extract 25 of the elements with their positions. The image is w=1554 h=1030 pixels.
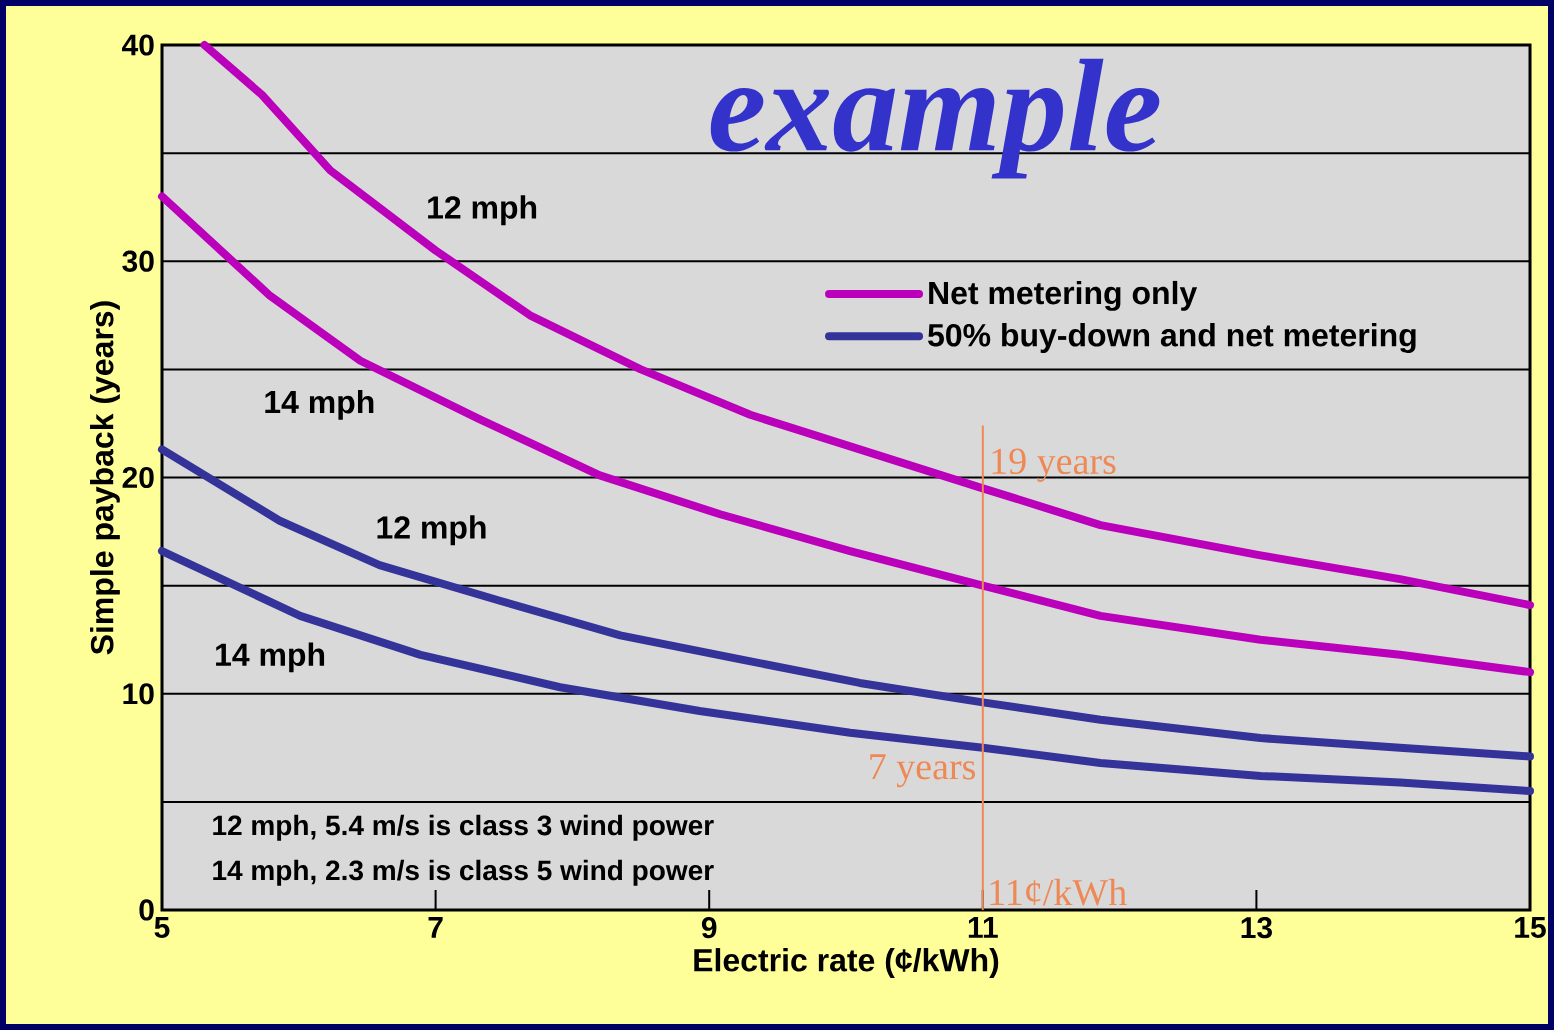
x-tick-label: 13 — [1241, 917, 1272, 939]
y-tick-label: 40 — [122, 34, 154, 56]
x-tick-label: 11 — [968, 917, 998, 938]
annotation: 7 years — [870, 754, 976, 788]
annotation: example — [710, 58, 1160, 179]
y-axis-title: Simple payback (years) — [90, 301, 120, 655]
x-tick-label: 7 — [428, 917, 443, 938]
annotation: 14 mph — [265, 389, 374, 420]
legend-label: Net metering only — [929, 280, 1198, 311]
x-tick-label: 15 — [1515, 917, 1546, 938]
annotation: 14 mph, 2.3 m/s is class 5 wind power — [213, 859, 714, 886]
y-tick-label: 20 — [122, 466, 154, 489]
x-axis-title: Electric rate (¢/kWh) — [694, 948, 999, 978]
annotation: 12 mph — [377, 515, 486, 546]
annotation: 12 mph — [428, 195, 537, 226]
annotation: 14 mph — [216, 642, 325, 673]
y-tick-label: 30 — [122, 250, 154, 272]
x-tick-label: 5 — [154, 917, 170, 938]
ref-line-label: 11¢/kWh — [990, 878, 1127, 906]
y-tick-label: 0 — [139, 899, 154, 921]
legend-label: 50% buy-down and net metering — [928, 323, 1416, 354]
x-tick-label: 9 — [701, 917, 717, 939]
y-tick-label: 10 — [123, 683, 154, 705]
annotation: 12 mph, 5.4 m/s is class 3 wind power — [213, 814, 714, 841]
annotation: 19 years — [992, 448, 1116, 482]
